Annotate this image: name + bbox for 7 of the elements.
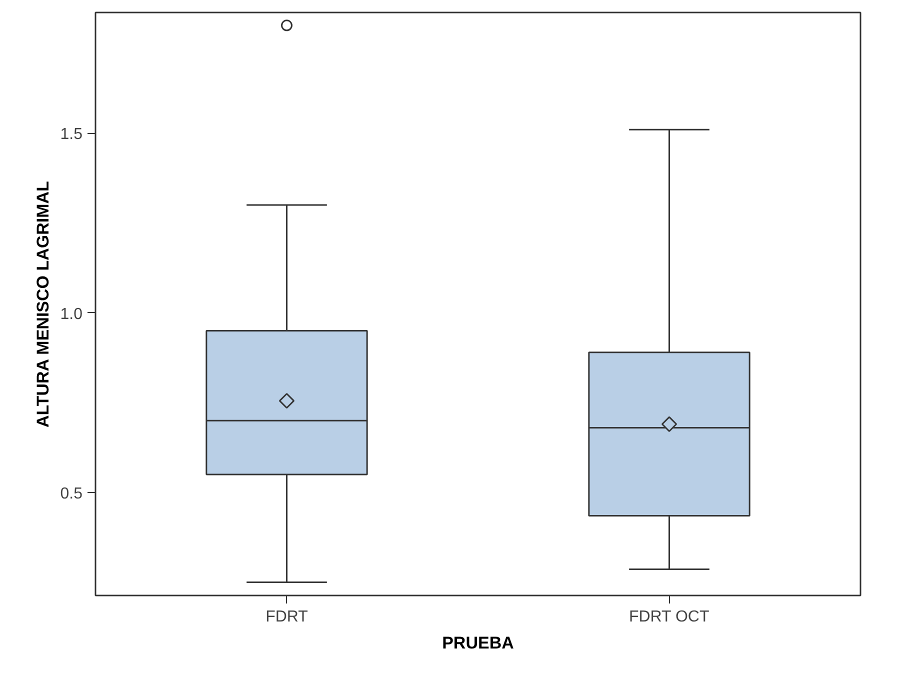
y-tick-label: 1.5 — [60, 126, 83, 144]
x-tick-label: FDRT OCT — [628, 608, 710, 626]
y-tick-label: 0.5 — [60, 485, 83, 502]
y-tick-label: 1.0 — [60, 306, 83, 323]
x-tick-label: FDRT — [266, 608, 308, 626]
y-axis-title: ALTURA MENISCO LAGRIMAL — [33, 181, 52, 428]
x-axis-title: PRUEBA — [442, 634, 514, 652]
